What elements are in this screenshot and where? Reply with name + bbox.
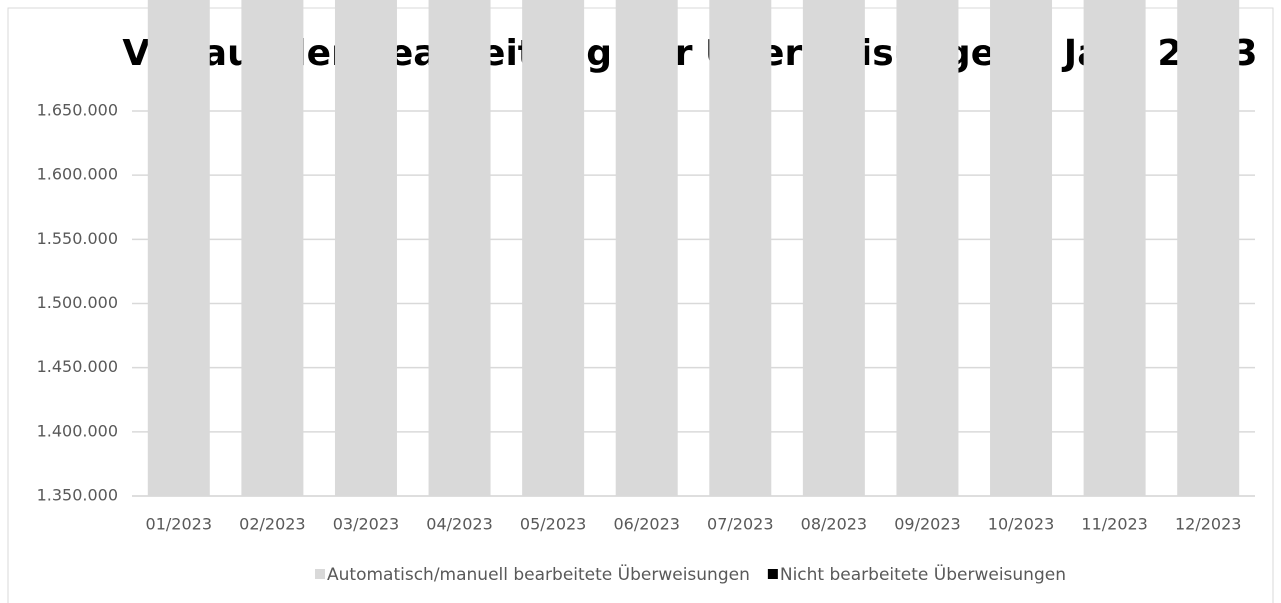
x-tick-label: 07/2023 (707, 515, 773, 534)
x-tick-label: 05/2023 (520, 515, 586, 534)
y-tick-label: 1.650.000 (37, 101, 118, 120)
x-tick-label: 12/2023 (1175, 515, 1241, 534)
bar-segment (709, 0, 772, 496)
bar-segment (428, 0, 491, 496)
y-tick-label: 1.450.000 (37, 357, 118, 376)
bar-segment (615, 0, 678, 496)
x-tick-label: 09/2023 (894, 515, 960, 534)
x-tick-label: 04/2023 (426, 515, 492, 534)
x-tick-label: 03/2023 (333, 515, 399, 534)
bar-segment (990, 0, 1053, 496)
bar-segment (896, 0, 959, 496)
bar-segment (522, 0, 585, 496)
bar-segment (334, 0, 397, 496)
x-tick-label: 01/2023 (146, 515, 212, 534)
bar-segment (241, 0, 304, 496)
legend-swatch (315, 569, 325, 579)
x-tick-label: 10/2023 (988, 515, 1054, 534)
x-tick-label: 08/2023 (801, 515, 867, 534)
legend-label: Nicht bearbeitete Überweisungen (780, 563, 1066, 585)
legend-swatch (767, 569, 778, 579)
x-tick-label: 02/2023 (239, 515, 305, 534)
bar-segment (1177, 0, 1240, 496)
bar-segment (1083, 0, 1146, 496)
y-tick-label: 1.350.000 (37, 486, 118, 505)
y-tick-label: 1.400.000 (37, 421, 118, 440)
x-tick-label: 06/2023 (613, 515, 679, 534)
y-tick-label: 1.500.000 (37, 293, 118, 312)
x-tick-label: 11/2023 (1081, 515, 1147, 534)
legend-label: Automatisch/manuell bearbeitete Überweis… (327, 563, 750, 585)
bar-segment (147, 0, 210, 496)
y-tick-label: 1.600.000 (37, 165, 118, 184)
y-tick-label: 1.550.000 (37, 229, 118, 248)
bar-segment (802, 0, 865, 496)
chart-title: Verlauf der Bearbeitung der Überweisunge… (122, 32, 1257, 74)
